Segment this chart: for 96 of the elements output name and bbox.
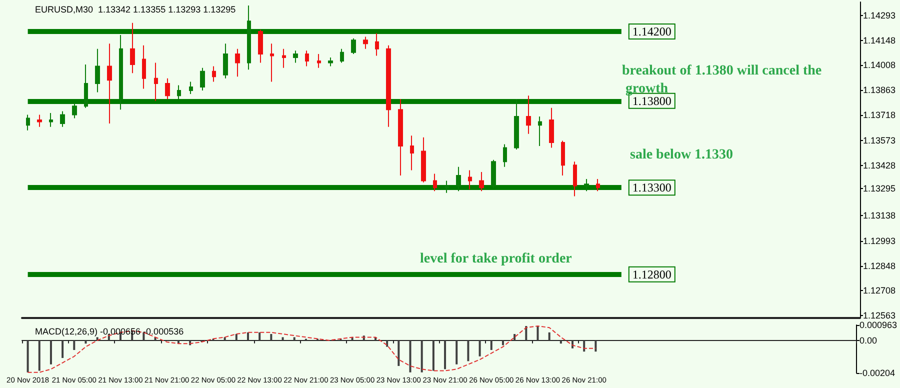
annotation: level for take profit order (420, 252, 572, 266)
candlestick (410, 135, 414, 171)
bar (62, 340, 64, 358)
candlestick (386, 44, 391, 128)
bar (38, 340, 40, 371)
bar (560, 340, 562, 344)
candlestick (293, 50, 298, 64)
annotation: breakout of 1.1380 will cancel the growth (622, 64, 822, 96)
candlestick (526, 95, 531, 134)
ref-line-label: 1.13800 (632, 94, 672, 108)
annotation: sale below 1.1330 (630, 148, 734, 162)
candlestick (561, 140, 565, 176)
bar (456, 340, 458, 364)
bar (142, 332, 145, 340)
candlestick (398, 98, 403, 176)
bar (594, 340, 597, 352)
bar (409, 340, 412, 372)
bar (536, 326, 539, 340)
bar (235, 334, 238, 340)
ref-line-label: 1.14200 (632, 24, 672, 38)
candlestick (223, 43, 228, 79)
ref-line-label: 1.13300 (632, 180, 672, 195)
y-tick-label: 1.14008 (863, 60, 896, 70)
bar (432, 340, 434, 371)
candlestick (107, 43, 112, 124)
bar (420, 340, 423, 372)
y-tick-label: 1.12563 (863, 310, 896, 320)
candlestick (154, 62, 158, 102)
candlestick (142, 44, 146, 90)
ref-line-label: 1.12800 (632, 267, 672, 282)
bar (50, 340, 52, 364)
y-tick-label: 1.12848 (863, 261, 896, 272)
bar (478, 340, 481, 356)
y-tick-label: 1.13428 (863, 160, 896, 170)
candlestick (549, 107, 554, 148)
candlestick (351, 38, 356, 55)
bar (467, 340, 470, 362)
candlestick (538, 116, 542, 146)
y-tick-label: 1.13863 (863, 84, 896, 95)
candlestick (375, 32, 379, 56)
y-tick-label: 1.14293 (863, 10, 896, 20)
bar (73, 340, 76, 350)
candlestick (328, 57, 333, 67)
bar (270, 334, 272, 340)
candlestick (340, 48, 344, 64)
candlestick (130, 22, 135, 74)
candlestick (468, 170, 472, 190)
bar (444, 340, 446, 370)
bar (84, 340, 87, 344)
bar (502, 340, 504, 346)
bar (386, 340, 388, 347)
candlestick (165, 78, 170, 100)
candlestick (95, 48, 100, 93)
chart-title: EURUSD,M30 1.13342 1.13355 1.13293 1.13295 (35, 4, 236, 14)
candlestick (479, 172, 484, 192)
y-tick-label: 0.00 (859, 335, 877, 346)
candlestick (212, 66, 216, 82)
candlestick (363, 36, 368, 50)
candlestick (235, 48, 240, 78)
bar (514, 334, 516, 340)
candlestick (573, 161, 577, 197)
y-tick-label: 1.13573 (863, 135, 896, 146)
y-tick-label: 1.13138 (863, 210, 896, 221)
candlestick (200, 67, 205, 91)
candlestick (433, 173, 437, 192)
candlestick (282, 48, 286, 68)
candlestick (49, 112, 53, 128)
candlestick (258, 29, 263, 64)
bar (548, 332, 550, 340)
bar (258, 332, 261, 340)
candlestick (37, 114, 42, 128)
bar (490, 340, 492, 350)
chart-title: MACD(12,26,9) -0.000656 -0.000536 (35, 326, 184, 336)
y-tick-label: -0.00204 (859, 368, 895, 378)
bar (398, 340, 400, 366)
bar (525, 326, 528, 340)
y-tick-label: 1.13295 (863, 184, 896, 194)
candlestick (189, 81, 193, 94)
bar (247, 332, 249, 340)
candlestick (270, 43, 274, 82)
y-tick-label: 0.000963 (859, 320, 898, 330)
candlestick (60, 110, 65, 128)
y-tick-label: 1.14148 (863, 36, 896, 46)
line-series (27, 326, 596, 373)
y-tick-label: 1.12708 (863, 285, 896, 296)
candlestick (596, 178, 600, 192)
candlestick (317, 54, 321, 68)
bar (293, 337, 296, 340)
candlestick (305, 50, 309, 67)
bar (282, 337, 284, 340)
candlestick (421, 136, 426, 183)
candlestick (503, 144, 507, 168)
y-tick-label: 1.12993 (863, 236, 896, 246)
y-tick-label: 1.13718 (863, 110, 896, 120)
candlestick (26, 114, 30, 131)
bar (26, 340, 29, 372)
